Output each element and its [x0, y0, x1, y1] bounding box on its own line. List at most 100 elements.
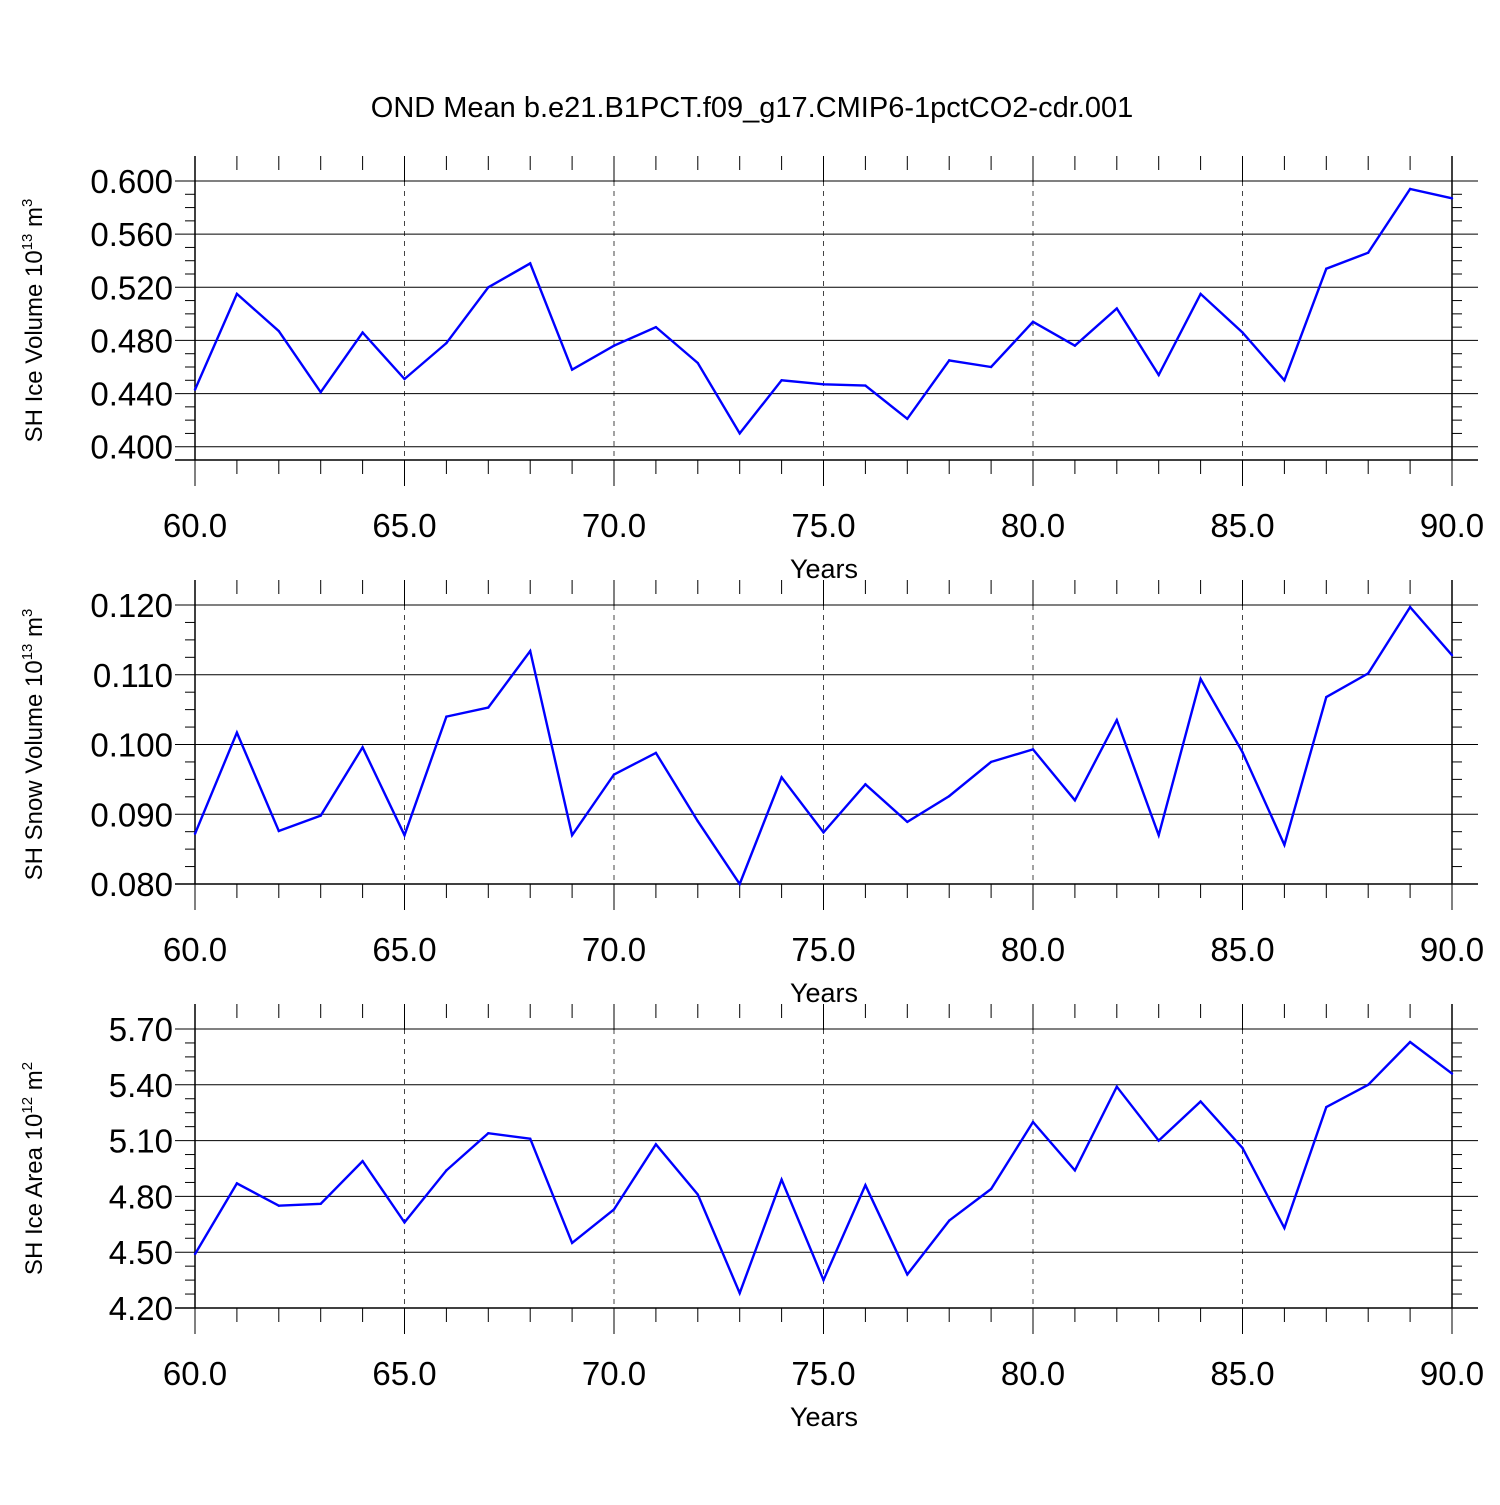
data-point [1367, 672, 1370, 675]
x-tick-label: 80.0 [1001, 931, 1065, 968]
x-tick-label: 85.0 [1210, 931, 1274, 968]
data-point [822, 1278, 825, 1282]
y-tick-label: 0.120 [90, 587, 173, 624]
data-point [403, 377, 406, 381]
data-point [822, 831, 825, 834]
data-point [319, 1202, 322, 1206]
panel-3: 4.20 4.50 4.80 5.10 5.40 5.70 60.0 65.0 70.0 75.0… [19, 1004, 1484, 1432]
x-tick-label: 85.0 [1210, 1355, 1274, 1392]
y-tick-label: 4.50 [109, 1234, 173, 1271]
data-point [1450, 197, 1454, 200]
x-tick-label: 80.0 [1001, 507, 1065, 544]
data-point [696, 1193, 699, 1196]
y-axis-label: SH Ice Volume 1013 m3 [19, 199, 48, 443]
data-point [906, 1273, 909, 1276]
data-point [1073, 344, 1077, 347]
panels: 0.400 0.440 0.480 0.520 0.560 0.600 60.0 65.0 70… [19, 156, 1484, 1432]
data-point [612, 344, 616, 347]
data-point [235, 292, 239, 296]
data-point [1157, 833, 1160, 837]
y-tick-label: 0.110 [93, 657, 173, 694]
x-tick-label: 90.0 [1420, 1355, 1484, 1392]
data-point [612, 1208, 616, 1211]
data-point [738, 1291, 741, 1295]
data-point [654, 751, 658, 755]
x-tick-label: 65.0 [372, 931, 436, 968]
data-point [193, 832, 197, 835]
data-point [1115, 307, 1119, 310]
y-axis-label: SH Snow Volume 1013 m3 [19, 609, 48, 881]
data-point [570, 368, 574, 371]
y-tick-label: 5.40 [109, 1067, 173, 1104]
x-tick-label: 90.0 [1420, 931, 1484, 968]
y-tick-label: 4.20 [109, 1290, 173, 1327]
data-point [361, 1159, 364, 1163]
data-point [361, 331, 364, 334]
data-point [487, 1131, 490, 1135]
data-point [948, 359, 951, 362]
data-point [1367, 251, 1370, 254]
data-point [1199, 677, 1202, 681]
data-point [319, 391, 322, 394]
data-point [487, 286, 490, 289]
x-tick-label: 60.0 [163, 931, 227, 968]
data-point [445, 1169, 448, 1172]
data-point [445, 715, 448, 718]
data-point [1241, 331, 1244, 334]
x-tick-label: 90.0 [1420, 507, 1484, 544]
data-point [1408, 1040, 1412, 1044]
data-point [1325, 1105, 1328, 1109]
data-point [1115, 718, 1119, 722]
x-tick-label: 80.0 [1001, 1355, 1065, 1392]
data-point [780, 776, 783, 779]
data-point [570, 833, 574, 837]
data-point [1031, 748, 1035, 751]
data-point [1115, 1085, 1119, 1088]
data-point [570, 1241, 574, 1245]
x-tick-label: 70.0 [582, 507, 646, 544]
x-axis-label: Years [790, 978, 858, 1008]
data-point [1408, 187, 1412, 191]
data-point [403, 833, 406, 837]
data-point [696, 820, 699, 823]
data-point [1199, 292, 1202, 296]
y-tick-label: 0.600 [90, 163, 173, 200]
y-tick-label: 0.100 [90, 727, 173, 764]
data-point [989, 1187, 993, 1191]
data-point [277, 1204, 280, 1207]
data-point [1031, 1120, 1035, 1124]
data-point [780, 1178, 783, 1181]
y-tick-label: 0.400 [90, 429, 173, 466]
data-point [989, 365, 993, 369]
panel-2: 0.080 0.090 0.100 0.110 0.120 60.0 65.0 70.0 75.… [19, 580, 1484, 1008]
x-tick-label: 75.0 [791, 507, 855, 544]
data-point [1073, 1169, 1077, 1172]
data-point [989, 760, 993, 764]
data-point [487, 706, 490, 709]
y-tick-label: 5.70 [109, 1011, 173, 1048]
x-axis-label: Years [790, 554, 858, 584]
y-tick-label: 0.480 [90, 322, 173, 359]
data-point [1157, 373, 1160, 377]
x-axis-label: Years [790, 1402, 858, 1432]
data-point [319, 814, 322, 817]
x-tick-label: 65.0 [372, 1355, 436, 1392]
data-point [864, 783, 867, 786]
data-point [1157, 1139, 1160, 1142]
data-point [403, 1221, 406, 1224]
data-point [193, 1252, 197, 1256]
data-point [1283, 843, 1286, 847]
x-tick-label: 65.0 [372, 507, 436, 544]
data-point [1241, 750, 1244, 754]
x-tick-label: 60.0 [163, 507, 227, 544]
data-point [235, 731, 239, 734]
data-point [1073, 799, 1077, 802]
x-tick-label: 75.0 [791, 1355, 855, 1392]
data-point [906, 820, 909, 824]
y-tick-label: 5.10 [109, 1123, 173, 1160]
data-point [529, 649, 532, 653]
y-tick-label: 0.440 [90, 376, 173, 413]
data-point [277, 829, 280, 833]
data-point [1450, 654, 1454, 657]
